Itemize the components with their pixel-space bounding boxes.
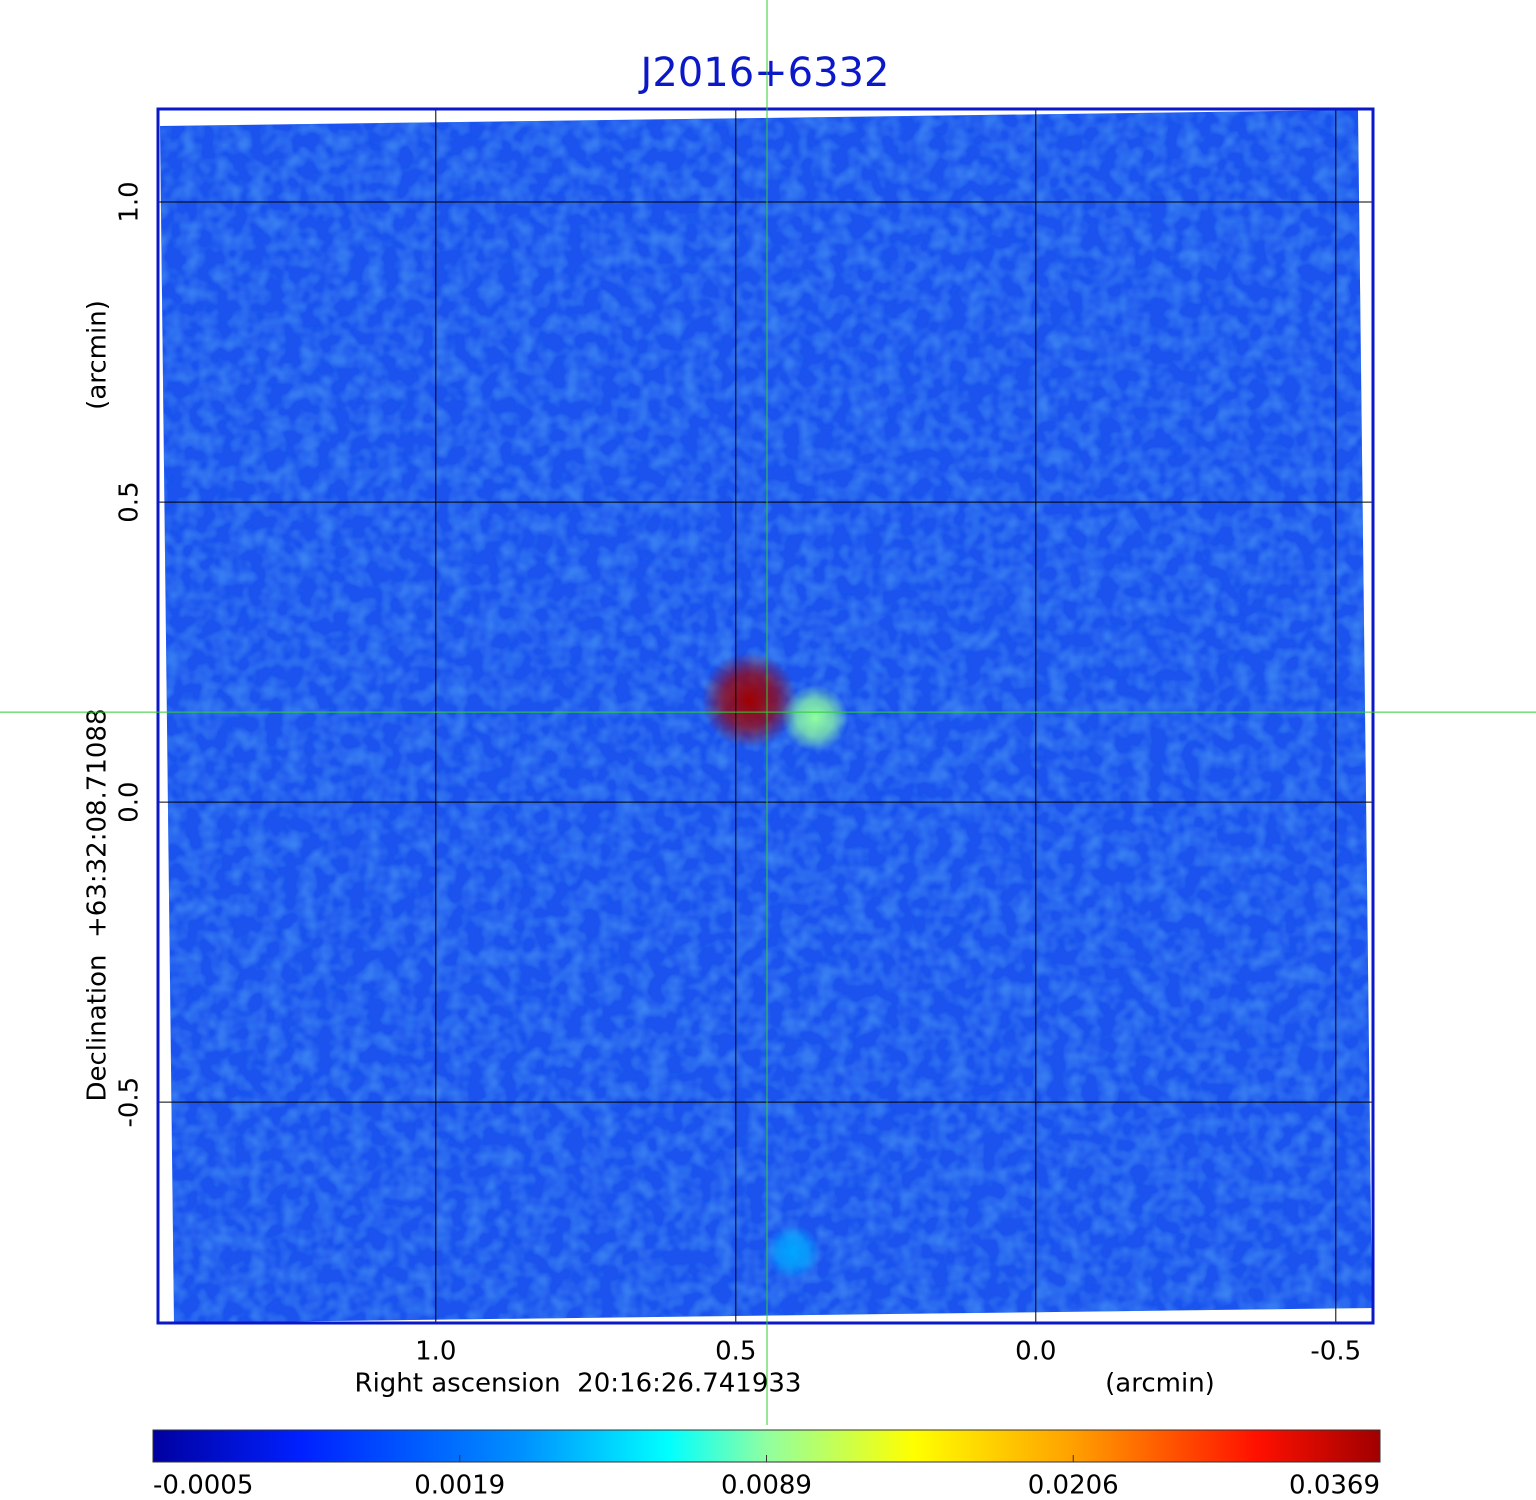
- y-tick-label: 0.5: [115, 481, 145, 522]
- colorbar-tick-label: 0.0206: [1028, 1471, 1119, 1500]
- colorbar-tick-label: 0.0019: [414, 1471, 505, 1500]
- colorbar-tick-label: -0.0005: [153, 1471, 253, 1500]
- chart-title: J2016+6332: [638, 50, 890, 96]
- frame: [156, 107, 1375, 1325]
- y-tick-label: -0.5: [115, 1077, 145, 1128]
- x-tick-label: 1.0: [415, 1337, 456, 1367]
- x-tick-label: 0.5: [715, 1337, 756, 1367]
- x-axis-unit: (arcmin): [1105, 1369, 1215, 1399]
- y-tick-label: 0.0: [115, 781, 145, 822]
- y-axis-unit: (arcmin): [83, 300, 113, 410]
- y-tick-label: 1.0: [115, 181, 145, 222]
- x-tick-label: -0.5: [1310, 1337, 1361, 1367]
- x-tick-label: 0.0: [1015, 1337, 1056, 1367]
- source: [701, 652, 798, 749]
- x-axis-label: Right ascension 20:16:26.741933: [355, 1369, 802, 1399]
- source: [782, 685, 848, 752]
- source: [765, 1224, 821, 1280]
- colorbar-tick-label: 0.0369: [1289, 1471, 1380, 1500]
- colorbar-tick-label: 0.0089: [721, 1471, 812, 1500]
- y-axis-label: Declination +63:32:08.71088: [83, 708, 113, 1101]
